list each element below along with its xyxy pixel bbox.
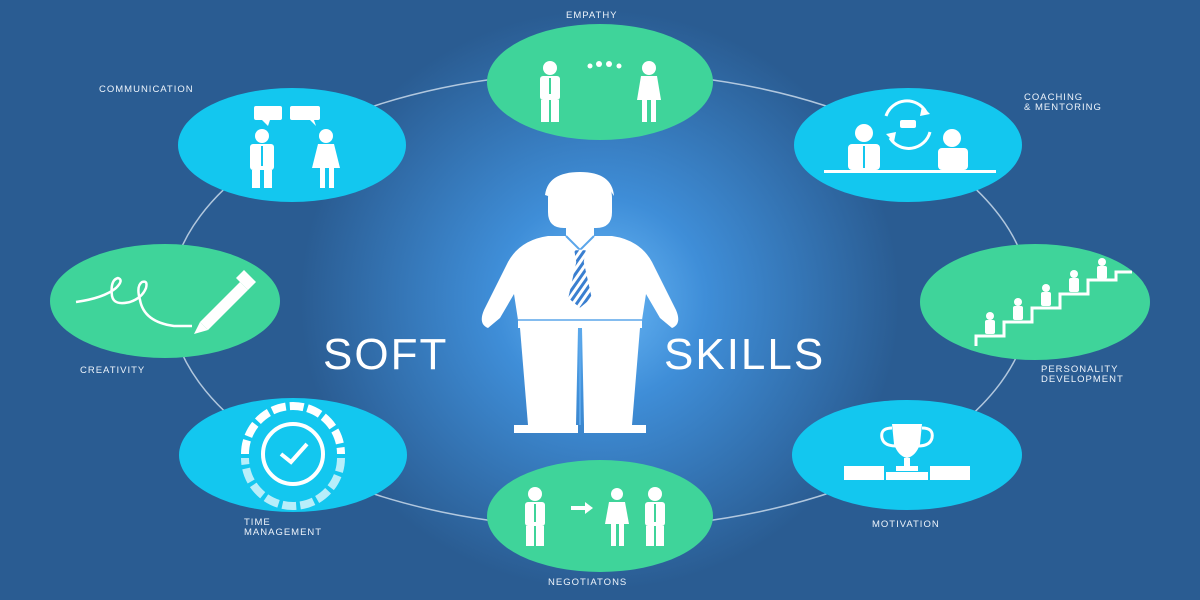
label-negotiations: NEGOTIATONS bbox=[548, 577, 628, 588]
negotiation-icon bbox=[525, 487, 665, 546]
pen-icon bbox=[75, 270, 256, 334]
label-creativity: CREATIVITY bbox=[80, 365, 146, 376]
label-empathy: EMPATHY bbox=[566, 10, 618, 21]
stairs-icon bbox=[974, 258, 1132, 346]
label-motivation: MOTIVATION bbox=[872, 519, 940, 530]
label-coaching-line1: COACHING bbox=[1024, 92, 1084, 103]
label-time-line1: TIME bbox=[244, 517, 271, 528]
empathy-node bbox=[487, 24, 713, 140]
empathy-icon bbox=[540, 61, 661, 122]
label-communication: COMMUNICATION bbox=[99, 84, 194, 95]
label-time: TIME MANAGEMENT bbox=[244, 518, 322, 538]
motivation-node bbox=[792, 400, 1022, 510]
personality-node bbox=[920, 244, 1150, 360]
speech-icon bbox=[250, 106, 340, 188]
title-skills: SKILLS bbox=[664, 330, 826, 379]
label-coaching: COACHING & MENTORING bbox=[1024, 93, 1102, 113]
coaching-node bbox=[794, 88, 1022, 202]
label-personality: PERSONALITY DEVELOPMENT bbox=[1041, 365, 1124, 385]
negotiations-node bbox=[487, 460, 713, 572]
label-coaching-line2: & MENTORING bbox=[1024, 102, 1102, 113]
communication-node bbox=[178, 88, 406, 202]
creativity-node bbox=[50, 244, 280, 358]
coaching-icon bbox=[824, 99, 996, 173]
clock-icon bbox=[241, 402, 345, 510]
label-personality-line1: PERSONALITY bbox=[1041, 364, 1119, 375]
label-personality-line2: DEVELOPMENT bbox=[1041, 374, 1124, 385]
label-time-line2: MANAGEMENT bbox=[244, 527, 323, 538]
title-soft: SOFT bbox=[323, 330, 449, 379]
trophy-icon bbox=[844, 424, 970, 480]
time-node bbox=[179, 398, 407, 512]
